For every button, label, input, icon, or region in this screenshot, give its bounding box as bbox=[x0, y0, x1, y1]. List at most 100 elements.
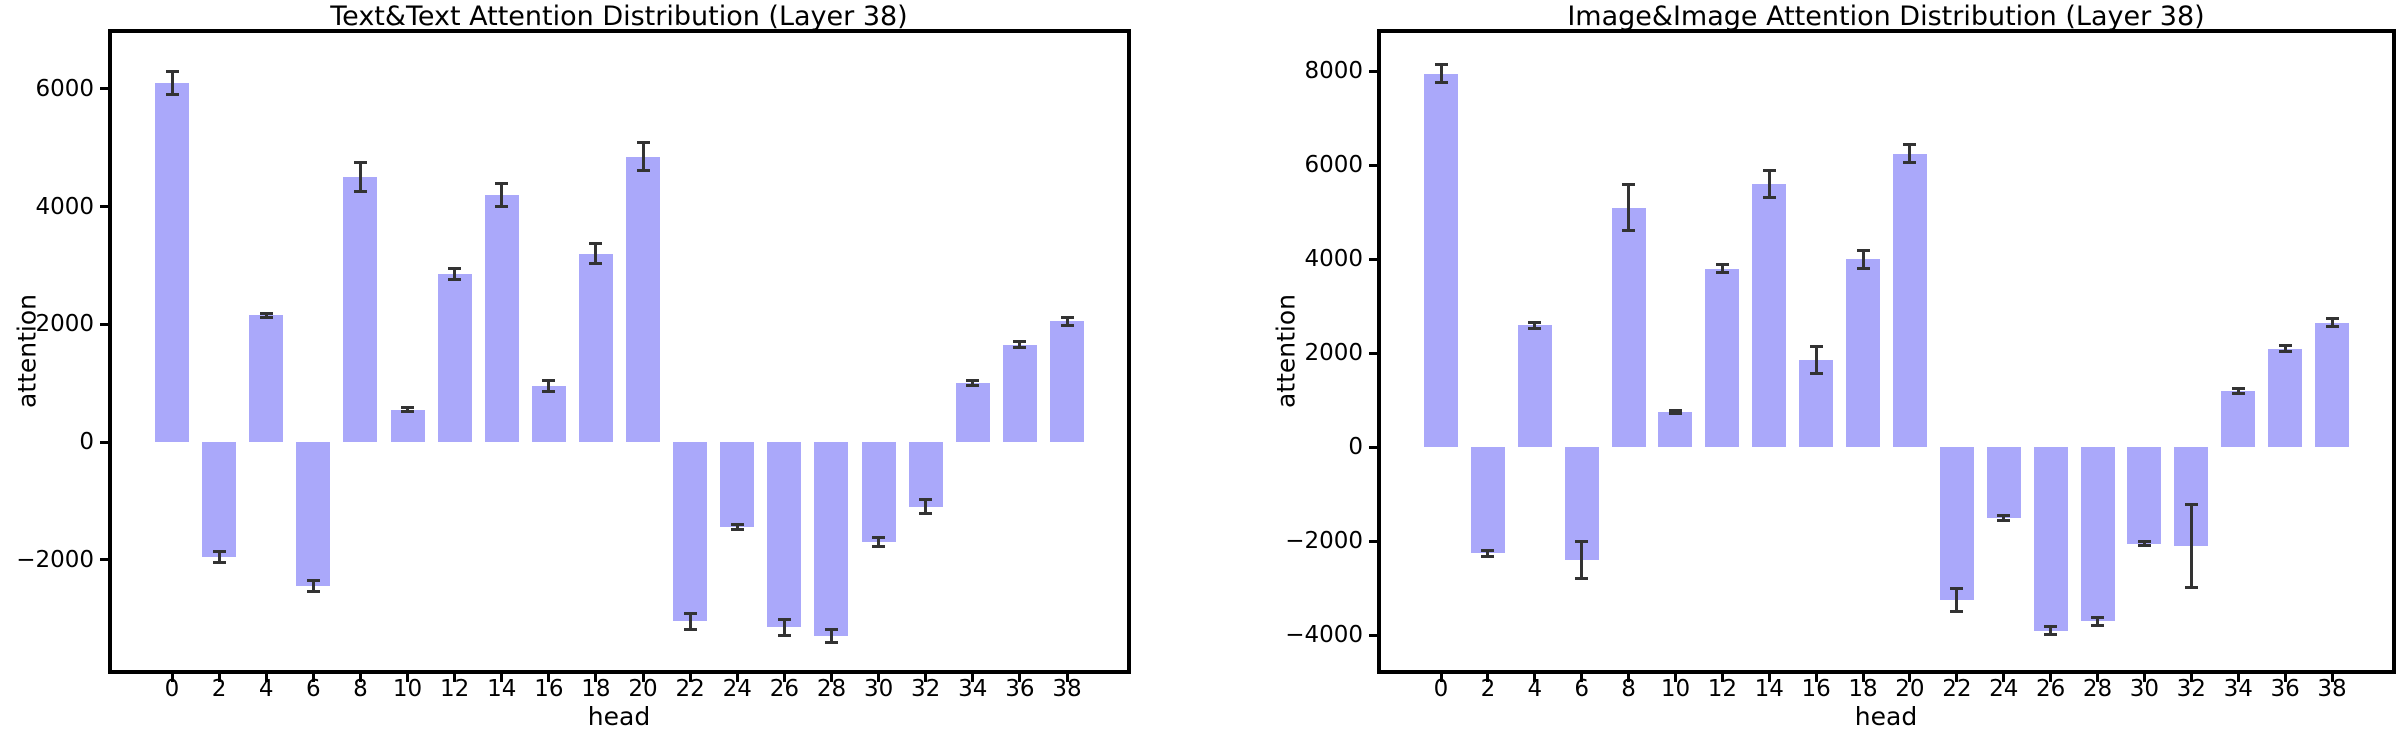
x-tick-label: 30 bbox=[863, 676, 894, 702]
bar-head-26 bbox=[2033, 447, 2068, 631]
bar-head-6 bbox=[296, 442, 331, 587]
error-bar-cap-top bbox=[2278, 344, 2292, 348]
error-bar-line bbox=[1673, 409, 1677, 415]
error-bar-cap-bottom bbox=[401, 409, 415, 413]
error-bar-cap-top bbox=[2231, 387, 2245, 391]
error-bar-cap-bottom bbox=[1622, 229, 1636, 233]
error-bar-line bbox=[2096, 616, 2100, 626]
y-tick-label: −2000 bbox=[16, 546, 94, 573]
error-bar-cap-bottom bbox=[824, 641, 838, 645]
x-tick-mark bbox=[2236, 674, 2240, 682]
error-bar-cap-top bbox=[730, 523, 744, 527]
error-bar-line bbox=[2142, 541, 2146, 546]
x-tick-mark bbox=[1580, 674, 1584, 682]
error-bar-cap-top bbox=[212, 549, 226, 553]
error-bar-cap-bottom bbox=[683, 628, 697, 632]
error-bar-cap-bottom bbox=[306, 590, 320, 594]
error-bar-cap-bottom bbox=[2091, 623, 2105, 627]
x-tick-mark bbox=[2049, 674, 2053, 682]
bar-head-26 bbox=[767, 442, 802, 628]
error-bar-line bbox=[1861, 249, 1865, 269]
error-bar-cap-bottom bbox=[1903, 160, 1917, 164]
error-bar-line bbox=[1955, 588, 1959, 612]
error-bar-cap-bottom bbox=[2044, 633, 2058, 637]
bar-head-0 bbox=[1424, 73, 1458, 448]
x-tick-mark bbox=[1439, 674, 1443, 682]
error-bar-cap-top bbox=[165, 70, 179, 74]
x-tick-label: 32 bbox=[2176, 676, 2206, 702]
error-bar-cap-bottom bbox=[212, 560, 226, 564]
error-bar-line bbox=[1908, 144, 1912, 163]
x-tick-mark bbox=[500, 674, 504, 682]
bar-head-12 bbox=[437, 274, 472, 442]
x-tick-label: 22 bbox=[675, 676, 705, 702]
x-tick-label: 36 bbox=[1005, 676, 1035, 702]
error-bar-cap-bottom bbox=[448, 278, 462, 282]
x-tick-mark bbox=[971, 674, 975, 682]
error-bar-cap-top bbox=[1809, 345, 1823, 349]
y-tick-mark bbox=[1369, 539, 1377, 543]
x-axis-label: head bbox=[1854, 702, 1918, 731]
error-bar-cap-top bbox=[1997, 513, 2011, 517]
bar-head-28 bbox=[2080, 447, 2115, 622]
error-bar-cap-bottom bbox=[353, 190, 367, 194]
error-bar-line bbox=[1767, 170, 1771, 199]
error-bar-cap-bottom bbox=[1481, 554, 1495, 558]
x-tick-label: 8 bbox=[353, 676, 368, 702]
x-tick-label: 14 bbox=[487, 676, 517, 702]
x-tick-mark bbox=[2002, 674, 2006, 682]
y-tick-label: 6000 bbox=[1304, 152, 1363, 179]
error-bar-line bbox=[1533, 321, 1537, 329]
x-tick-mark bbox=[264, 674, 268, 682]
x-tick-mark bbox=[735, 674, 739, 682]
error-bar-cap-top bbox=[259, 311, 273, 315]
bar-head-10 bbox=[390, 409, 425, 442]
error-bar-line bbox=[311, 580, 315, 593]
bar-head-12 bbox=[1705, 268, 1740, 448]
error-bar-cap-top bbox=[1856, 248, 1870, 252]
x-tick-mark bbox=[1018, 674, 1022, 682]
y-tick-label: −2000 bbox=[1285, 528, 1363, 555]
error-bar-line bbox=[2049, 625, 2053, 636]
x-tick-mark bbox=[2330, 674, 2334, 682]
error-bar-cap-bottom bbox=[730, 528, 744, 532]
x-tick-label: 28 bbox=[816, 676, 847, 702]
y-tick-mark bbox=[1369, 257, 1377, 261]
x-tick-label: 12 bbox=[439, 676, 470, 702]
bar-head-24 bbox=[1986, 447, 2021, 518]
plot-frame bbox=[1377, 29, 2396, 674]
error-bar-cap-bottom bbox=[2137, 544, 2151, 547]
error-bar-line bbox=[217, 550, 221, 563]
error-bar-cap-top bbox=[2184, 502, 2198, 506]
bar-head-14 bbox=[1752, 184, 1787, 448]
x-tick-mark bbox=[358, 674, 362, 682]
error-bar-cap-top bbox=[636, 140, 650, 144]
x-tick-label: 2 bbox=[1480, 676, 1496, 702]
bar-head-8 bbox=[343, 177, 378, 442]
x-tick-label: 28 bbox=[2082, 676, 2113, 702]
error-bar-cap-top bbox=[1622, 183, 1636, 187]
error-bar-cap-bottom bbox=[542, 389, 556, 393]
error-bar-line bbox=[971, 380, 975, 387]
x-tick-mark bbox=[547, 674, 551, 682]
y-tick-label: 2000 bbox=[1304, 340, 1363, 367]
text-text-attention-chart: Text&Text Attention Distribution (Layer … bbox=[13, 1, 1131, 731]
x-tick-mark bbox=[453, 674, 457, 682]
error-bar-cap-bottom bbox=[1575, 576, 1589, 580]
x-tick-label: 18 bbox=[581, 676, 611, 702]
x-tick-mark bbox=[2142, 674, 2146, 682]
x-tick-mark bbox=[1533, 674, 1537, 682]
x-tick-mark bbox=[217, 674, 221, 682]
chart-title: Text&Text Attention Distribution (Layer … bbox=[330, 1, 908, 32]
error-bar-cap-bottom bbox=[1528, 326, 1542, 330]
x-tick-label: 0 bbox=[1433, 676, 1449, 702]
error-bar-line bbox=[453, 268, 457, 281]
y-tick-mark bbox=[100, 558, 108, 562]
x-tick-label: 8 bbox=[1621, 676, 1636, 702]
x-tick-label: 6 bbox=[305, 676, 321, 702]
y-tick-mark bbox=[1369, 351, 1377, 355]
error-bar-line bbox=[1580, 541, 1584, 579]
x-axis-label: head bbox=[587, 702, 651, 731]
y-tick-mark bbox=[100, 440, 108, 444]
x-tick-mark bbox=[1627, 674, 1631, 682]
